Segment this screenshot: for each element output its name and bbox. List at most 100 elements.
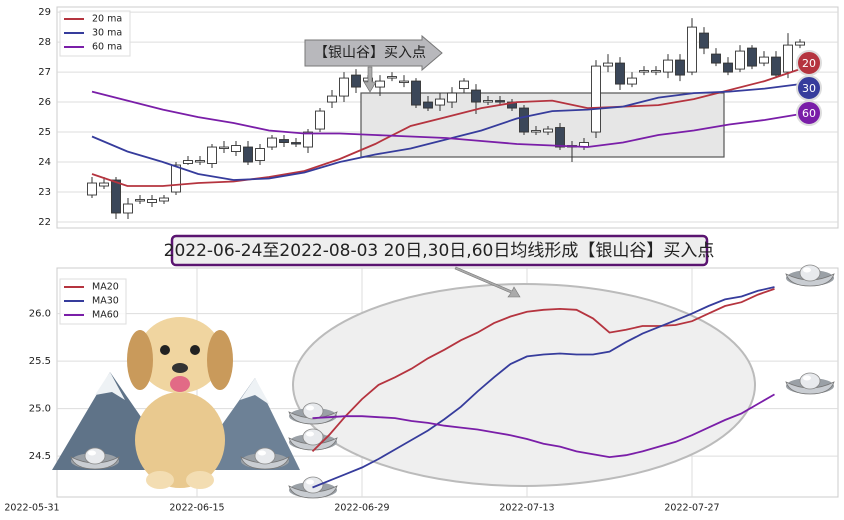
candle-body: [375, 80, 385, 88]
candle-body: [327, 95, 337, 103]
annotation-arrow: [304, 34, 443, 72]
candle-body: [267, 137, 277, 148]
candle-body: [387, 76, 397, 79]
y-tick-label: 28: [38, 37, 51, 48]
candle-body: [519, 107, 529, 133]
candle-body: [651, 70, 661, 73]
ma-line: [312, 393, 775, 459]
candle-body: [435, 98, 445, 106]
candle-body: [483, 100, 493, 103]
candle-body: [315, 110, 325, 130]
y-tick-label: 27: [38, 67, 51, 78]
candle-body: [219, 146, 229, 149]
legend-label: MA60: [92, 310, 119, 321]
legend-label: MA20: [92, 282, 119, 293]
y-tick-label: 25.0: [29, 404, 51, 415]
ma-line: [91, 68, 801, 187]
candle-body: [279, 139, 289, 143]
title-box: [170, 234, 709, 267]
candle-body: [771, 56, 781, 76]
x-tick-label: 2022-06-15: [169, 503, 224, 514]
candle-body: [135, 199, 145, 202]
bottom-legend: MA20 MA30 MA60: [64, 282, 119, 321]
candle-body: [699, 32, 709, 49]
candle-body: [447, 92, 457, 103]
y-tick-label: 23: [38, 187, 51, 198]
candle-body: [639, 70, 649, 73]
candle-body: [759, 56, 769, 64]
x-tick-label: 2022-07-27: [664, 503, 719, 514]
y-tick-label: 25.5: [29, 356, 51, 367]
badge-label: 20: [802, 57, 816, 70]
candle-body: [111, 179, 121, 214]
candle-body: [591, 65, 601, 133]
candle-body: [303, 131, 313, 148]
candle-body: [675, 59, 685, 76]
candle-body: [735, 50, 745, 70]
candle-body: [603, 62, 613, 67]
x-tick-label: 2022-05-31: [4, 503, 59, 514]
ma-line: [311, 288, 775, 453]
candle-body: [495, 100, 505, 103]
y-tick-label: 26: [38, 97, 51, 108]
legend-label: 60 ma: [92, 42, 122, 53]
badge: [796, 100, 822, 126]
candle-body: [747, 47, 757, 67]
candle-body: [711, 53, 721, 64]
y-tick-label: 24.5: [29, 451, 51, 462]
candle-body: [123, 203, 133, 214]
candle-body: [783, 44, 793, 73]
candle-body: [687, 26, 697, 73]
x-tick-label: 2022-06-29: [334, 503, 389, 514]
candle-body: [663, 59, 673, 73]
ma-line: [91, 90, 801, 148]
ma-line: [312, 286, 775, 489]
candle-body: [291, 142, 301, 145]
candle-body: [615, 62, 625, 85]
x-tick-label: 2022-07-13: [499, 503, 554, 514]
y-tick-label: 24: [38, 157, 51, 168]
legend-label: 20 ma: [92, 14, 122, 25]
candle-body: [351, 74, 361, 88]
top-legend: 20 ma 30 ma 60 ma: [64, 14, 122, 53]
dog: [127, 317, 233, 489]
badge-label: 60: [802, 107, 816, 120]
candle-body: [171, 164, 181, 193]
title-pointer: [454, 266, 521, 298]
legend-label: MA30: [92, 296, 119, 307]
candle-body: [195, 160, 205, 163]
candle-body: [543, 128, 553, 133]
annotation: 【银山谷】买入点: [314, 45, 426, 61]
y-tick-label: 26.0: [29, 309, 51, 320]
badge-label: 30: [802, 82, 816, 95]
candle-body: [423, 101, 433, 109]
candle-body: [159, 197, 169, 202]
candle-body: [87, 182, 97, 196]
candle-body: [459, 80, 469, 90]
candle-body: [723, 62, 733, 73]
candle-body: [471, 89, 481, 103]
legend-label: 30 ma: [92, 28, 122, 39]
y-tick-label: 22: [38, 217, 51, 228]
candle-body: [231, 145, 241, 152]
candle-body: [555, 127, 565, 148]
candle-body: [627, 77, 637, 85]
candle-body: [339, 77, 349, 97]
chart-title: 2022-06-24至2022-08-03 20日,30日,60日均线形成【银山…: [164, 241, 715, 261]
candle-body: [207, 146, 217, 164]
y-tick-label: 25: [38, 127, 51, 138]
highlight-ellipse: [292, 283, 756, 487]
candle-body: [183, 160, 193, 164]
candle-body: [399, 80, 409, 84]
candle-body: [255, 148, 265, 161]
candle-body: [243, 146, 253, 163]
ma-line: [91, 83, 801, 181]
annotation-pointer: [363, 66, 377, 93]
candle-body: [147, 199, 157, 203]
top-marks: 20 30 60: [87, 18, 822, 220]
candle-body: [99, 182, 109, 187]
candle-body: [411, 80, 421, 106]
candle-body: [795, 41, 805, 46]
